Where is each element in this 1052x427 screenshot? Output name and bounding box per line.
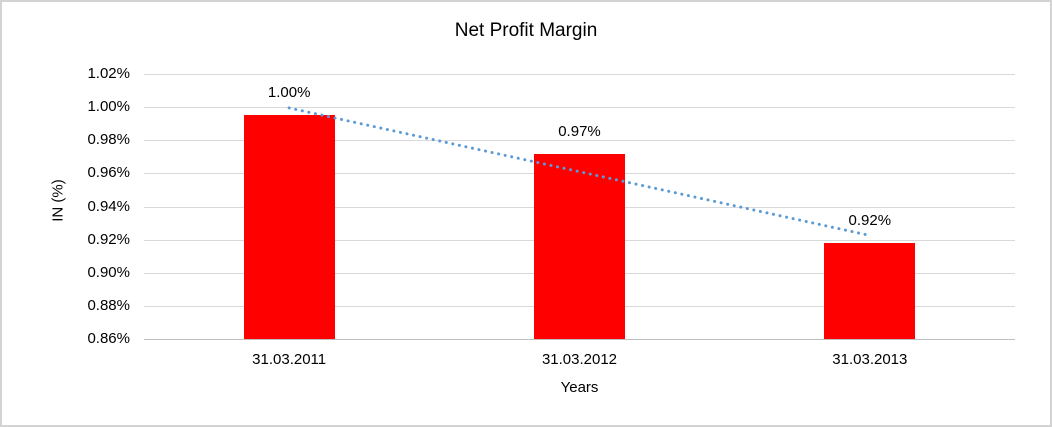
bar (824, 242, 916, 339)
y-tick-label: 0.96% (87, 164, 130, 182)
bar-data-label: 0.97% (558, 122, 601, 140)
gridline (144, 107, 1015, 109)
y-tick-label: 0.86% (87, 330, 130, 347)
y-tick-label: 1.02% (87, 65, 130, 82)
bar (243, 115, 335, 339)
gridline (144, 74, 1015, 75)
bar-data-label: 0.92% (848, 211, 892, 229)
y-tick-label: 0.90% (87, 263, 130, 281)
y-tick-label: 1.00% (87, 98, 130, 116)
x-tick-label: 31.03.2011 (252, 351, 327, 368)
y-tick-label: 0.92% (87, 230, 130, 248)
y-tick-label: 0.98% (87, 131, 130, 149)
x-axis-title: Years (560, 379, 599, 396)
trendline-path (287, 106, 872, 237)
bar (534, 153, 625, 339)
y-tick-label: 0.88% (87, 296, 130, 314)
x-tick-label: 31.03.2013 (832, 351, 908, 368)
x-tick-label: 31.03.2012 (541, 351, 618, 368)
gridline (144, 140, 1015, 142)
chart-title: Net Profit Margin (454, 20, 598, 41)
y-tick-label: 0.94% (87, 197, 130, 215)
bar-data-label: 1.00% (267, 84, 311, 102)
x-axis-line (144, 339, 1015, 340)
